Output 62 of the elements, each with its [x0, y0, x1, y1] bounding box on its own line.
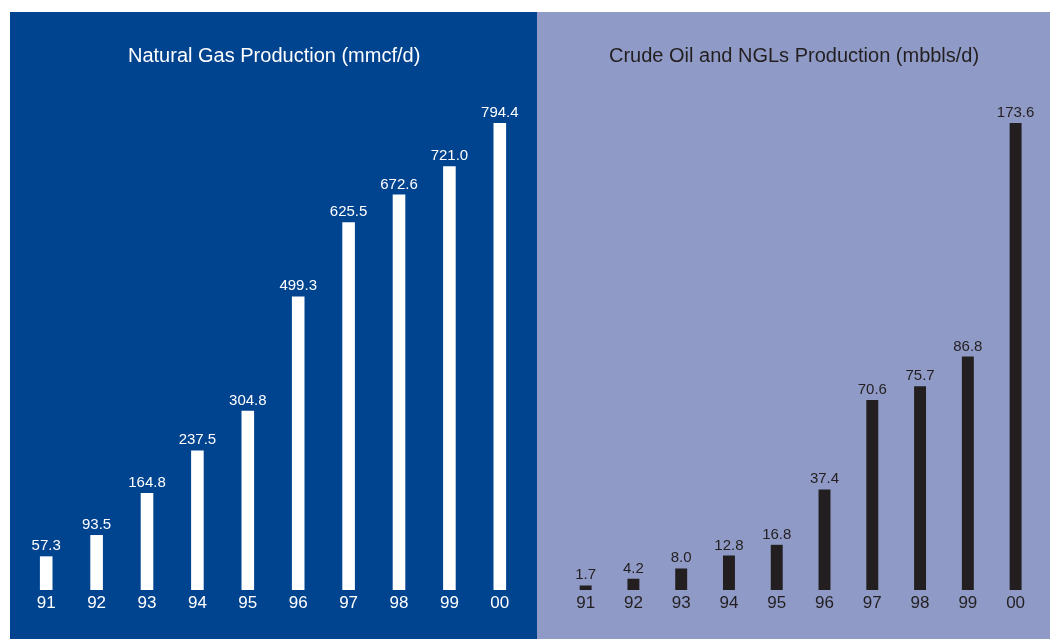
data-label: 721.0: [430, 146, 469, 164]
bar: [342, 222, 355, 590]
data-label: 173.6: [996, 103, 1035, 120]
x-tick-label: 92: [87, 593, 107, 612]
x-tick-label: 92: [623, 593, 643, 612]
data-label: 93.5: [82, 515, 112, 533]
x-tick-label: 95: [767, 593, 787, 612]
data-label: 304.8: [229, 390, 267, 408]
data-label: 70.6: [857, 380, 887, 398]
x-tick-label: 00: [1006, 593, 1026, 612]
x-tick-label: 95: [238, 593, 258, 612]
bar: [493, 123, 507, 590]
bar: [291, 296, 305, 590]
bar: [914, 386, 927, 590]
data-label: 499.3: [279, 276, 317, 294]
data-label: 86.8: [953, 336, 983, 354]
bar: [627, 578, 640, 590]
data-label: 794.4: [481, 103, 519, 120]
x-tick-label: 98: [910, 593, 930, 612]
data-label: 8.0: [670, 548, 692, 566]
x-tick-label: 93: [671, 593, 691, 612]
bar: [579, 585, 592, 590]
data-label: 625.5: [329, 202, 368, 220]
bar: [1009, 123, 1022, 590]
bar: [392, 194, 406, 590]
data-label: 75.7: [905, 366, 935, 384]
bar: [241, 410, 255, 590]
x-tick-label: 93: [137, 593, 157, 612]
x-tick-label: 99: [439, 593, 459, 612]
bar: [866, 400, 879, 590]
x-tick-label: 99: [958, 593, 978, 612]
x-tick-label: 00: [490, 593, 510, 612]
bar: [443, 166, 456, 590]
x-tick-label: 91: [576, 593, 596, 612]
data-label: 164.8: [128, 473, 166, 491]
bar: [39, 556, 53, 590]
x-tick-label: 94: [187, 593, 207, 612]
x-tick-label: 96: [288, 593, 308, 612]
data-label: 12.8: [714, 535, 744, 553]
data-label: 237.5: [178, 430, 217, 448]
data-label: 37.4: [809, 469, 840, 487]
data-label: 672.6: [380, 174, 418, 192]
bar: [140, 493, 154, 590]
bar: [90, 535, 103, 590]
data-label: 1.7: [575, 565, 597, 583]
chart-title: Crude Oil and NGLs Production (mbbls/d): [609, 44, 980, 66]
data-label: 4.2: [622, 558, 644, 576]
x-tick-label: 97: [862, 593, 882, 612]
bar: [961, 356, 974, 590]
x-tick-label: 94: [719, 593, 739, 612]
data-label: 57.3: [31, 536, 61, 554]
x-tick-label: 97: [339, 593, 359, 612]
x-tick-label: 96: [815, 593, 834, 612]
data-label: 16.8: [762, 524, 792, 542]
x-tick-label: 91: [36, 593, 56, 612]
bar: [770, 544, 783, 590]
x-tick-label: 98: [389, 593, 409, 612]
bar: [191, 450, 204, 590]
bar: [675, 568, 688, 590]
bar: [722, 555, 735, 590]
chart-title: Natural Gas Production (mmcf/d): [128, 44, 421, 66]
bar: [818, 489, 831, 590]
